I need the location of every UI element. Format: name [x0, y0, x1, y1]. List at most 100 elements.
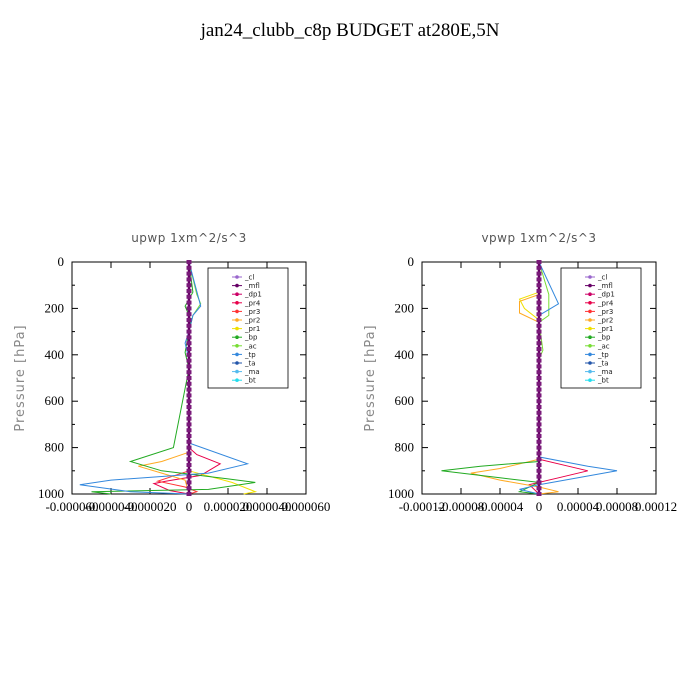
- y-tick-label: 200: [45, 300, 65, 315]
- legend-marker: [235, 292, 239, 297]
- legend-marker: [235, 369, 239, 374]
- zero-marker: [536, 364, 542, 369]
- legend-marker: [588, 361, 592, 365]
- zero-marker: [186, 492, 192, 496]
- zero-marker: [186, 463, 192, 467]
- legend-label: _bp: [244, 334, 258, 342]
- zero-marker: [536, 463, 542, 467]
- zero-marker: [186, 300, 192, 305]
- zero-marker: [536, 486, 542, 491]
- legend-label: _cl: [244, 274, 254, 282]
- legend-marker: [588, 335, 592, 340]
- zero-marker: [536, 381, 542, 386]
- zero-marker: [186, 364, 192, 369]
- series-line-bp: [91, 261, 256, 495]
- legend-label: _ac: [597, 342, 610, 350]
- legend-marker: [588, 318, 592, 322]
- legend-marker: [235, 301, 239, 305]
- zero-marker: [186, 323, 192, 328]
- legend-marker: [235, 283, 239, 288]
- zero-marker: [536, 376, 542, 380]
- legend-marker: [235, 361, 239, 365]
- y-axis-label: Pressure [hPa]: [13, 324, 28, 431]
- legend-label: _bp: [597, 334, 611, 342]
- zero-marker: [186, 457, 192, 462]
- legend-marker: [588, 378, 592, 383]
- legend-label: _dp1: [244, 291, 262, 299]
- legend-marker: [235, 335, 239, 340]
- x-tick-label: -0.00008: [438, 499, 485, 514]
- zero-marker: [536, 265, 542, 270]
- zero-marker: [186, 277, 192, 282]
- series-line-tp: [519, 261, 618, 495]
- zero-marker: [186, 370, 192, 375]
- zero-marker: [186, 486, 192, 491]
- zero-marker: [536, 300, 542, 305]
- legend-box: [560, 267, 642, 389]
- zero-marker: [536, 260, 542, 264]
- zero-marker: [536, 474, 542, 479]
- zero-marker: [186, 399, 192, 404]
- x-tick-label: -0.000040: [84, 499, 137, 514]
- zero-marker: [536, 468, 542, 473]
- x-tick-label: -0.00004: [477, 499, 524, 514]
- legend-marker: [588, 352, 592, 357]
- y-tick-label: 600: [45, 393, 65, 408]
- legend-label: _cl: [597, 274, 607, 282]
- legend-label: _pr2: [597, 317, 613, 325]
- zero-marker: [186, 439, 192, 444]
- zero-marker: [186, 271, 192, 276]
- legend-box: [207, 267, 289, 389]
- zero-marker: [186, 387, 192, 392]
- zero-marker: [186, 393, 192, 398]
- legend-marker: [588, 292, 592, 297]
- y-tick-label: 400: [395, 347, 415, 362]
- legend-marker: [588, 326, 592, 331]
- y-tick-label: 1000: [38, 486, 64, 501]
- zero-marker: [186, 376, 192, 380]
- legend-marker: [235, 352, 239, 357]
- legend-marker: [588, 369, 592, 374]
- zero-marker: [536, 352, 542, 357]
- series-line-bp: [441, 262, 541, 495]
- zero-marker: [186, 318, 192, 322]
- legend-label: _bt: [597, 377, 609, 385]
- legend-label: _ac: [244, 342, 257, 350]
- zero-marker: [536, 422, 542, 427]
- zero-marker: [536, 294, 542, 299]
- y-tick-label: 200: [395, 300, 415, 315]
- legend-marker: [235, 378, 239, 383]
- legend-marker: [235, 309, 239, 314]
- zero-marker: [186, 451, 192, 456]
- zero-marker: [186, 265, 192, 270]
- zero-marker: [536, 434, 542, 438]
- zero-marker: [536, 416, 542, 421]
- series-line-pr1: [518, 262, 540, 494]
- legend-label: _pr3: [244, 308, 260, 316]
- legend-label: _ta: [244, 360, 256, 368]
- y-tick-label: 600: [395, 393, 415, 408]
- zero-marker: [186, 358, 192, 363]
- series-line-pr2: [138, 262, 190, 495]
- zero-marker: [536, 480, 542, 485]
- x-tick-label: 0: [536, 499, 543, 514]
- zero-marker: [186, 312, 192, 317]
- x-tick-label: 0.000040: [243, 499, 292, 514]
- figure-title: jan24_clubb_c8p BUDGET at280E,5N: [200, 20, 500, 41]
- series-line-pr2: [470, 262, 559, 495]
- zero-marker: [186, 480, 192, 485]
- zero-marker: [536, 312, 542, 317]
- legend-label: _pr1: [597, 325, 613, 333]
- zero-marker: [536, 451, 542, 456]
- chart-panel-2: vpwp 1xm^2/s^3 Pressure [hPa] 0 200 400 600 80…: [363, 231, 677, 514]
- legend-label: _ma: [244, 368, 260, 376]
- legend-marker: [235, 326, 239, 331]
- zero-marker: [186, 283, 192, 288]
- x-tick-label: -0.000060: [45, 499, 98, 514]
- x-tick-label: -0.000020: [123, 499, 176, 514]
- chart-title: vpwp 1xm^2/s^3: [481, 231, 596, 245]
- zero-marker: [536, 323, 542, 328]
- zero-marker: [186, 289, 192, 293]
- zero-marker: [536, 341, 542, 346]
